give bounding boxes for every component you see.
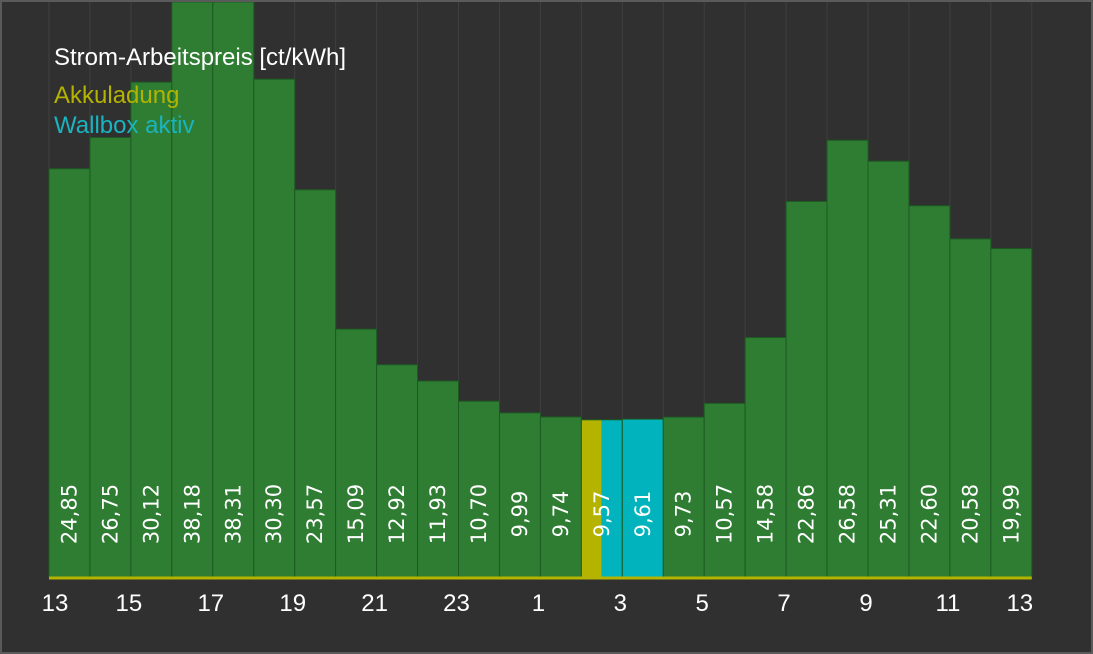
x-tick-label: 11 — [935, 590, 960, 617]
bar-value-label: 11,93 — [426, 484, 450, 544]
x-tick-label: 1 — [532, 590, 545, 617]
bar-value-label: 9,74 — [549, 491, 573, 538]
chart-title: Strom-Arbeitspreis [ct/kWh] — [54, 44, 347, 71]
x-tick-label: 7 — [777, 590, 790, 617]
x-tick-label: 13 — [42, 590, 69, 617]
bar-value-label: 9,99 — [508, 491, 532, 538]
price-bar — [417, 380, 459, 578]
price-bar-segment — [601, 419, 623, 577]
bar-value-label: 12,92 — [385, 484, 409, 544]
bar-value-label: 9,57 — [590, 491, 614, 538]
x-tick-label: 13 — [1006, 590, 1033, 617]
x-tick-label: 19 — [279, 590, 306, 617]
bar-value-label: 22,86 — [795, 484, 819, 544]
price-bar — [335, 328, 378, 578]
price-bar — [458, 400, 500, 578]
bar-value-label: 38,31 — [221, 484, 245, 544]
bar-value-label: 26,75 — [98, 484, 122, 544]
bar-value-label: 25,31 — [876, 484, 900, 544]
bar-value-label: 20,58 — [958, 484, 982, 544]
price-bar — [253, 78, 296, 578]
x-tick-label: 3 — [614, 590, 627, 617]
price-bar — [744, 336, 787, 578]
price-bar — [376, 364, 419, 578]
bar-value-label: 15,09 — [344, 484, 368, 544]
bar-value-label: 9,61 — [631, 491, 655, 538]
price-bar-segment — [622, 419, 664, 577]
x-tick-label: 23 — [443, 590, 470, 617]
price-bar — [539, 416, 582, 578]
price-bar — [662, 416, 705, 578]
bar-value-label: 9,73 — [672, 491, 696, 538]
bar-value-label: 26,58 — [836, 484, 860, 544]
bar-value-label: 14,58 — [754, 484, 778, 544]
price-bar — [212, 2, 255, 578]
bar-value-label: 30,30 — [262, 484, 286, 544]
x-tick-label: 9 — [859, 590, 872, 617]
price-bar — [498, 412, 541, 578]
price-bar — [130, 81, 173, 578]
x-tick-label: 5 — [696, 590, 709, 617]
bar-value-label: 24,85 — [57, 484, 81, 544]
bar-value-label: 10,57 — [713, 484, 737, 544]
price-bar — [949, 238, 992, 578]
x-tick-label: 15 — [116, 590, 143, 617]
bar-value-label: 19,99 — [999, 484, 1023, 544]
bar-value-label: 22,60 — [917, 484, 941, 544]
x-tick-label: 21 — [361, 590, 388, 617]
bar-value-label: 10,70 — [467, 484, 491, 544]
price-bar-segment — [581, 419, 602, 577]
bar-value-label: 38,18 — [180, 484, 204, 544]
price-bar — [48, 168, 91, 578]
legend-wallbox-aktiv: Wallbox aktiv — [54, 112, 195, 139]
x-tick-label: 17 — [197, 590, 224, 617]
legend-akkuladung: Akkuladung — [54, 82, 180, 109]
bar-value-label: 23,57 — [303, 484, 327, 544]
bar-value-label: 30,12 — [139, 484, 163, 544]
